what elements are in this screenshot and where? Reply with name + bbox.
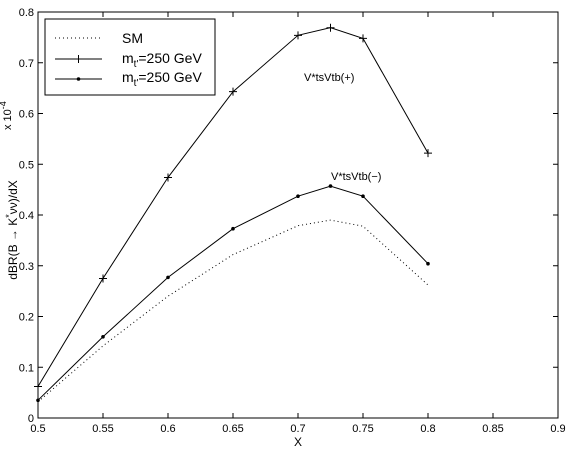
x-tick-label: 0.5 <box>30 423 45 435</box>
data-point-dot <box>231 226 235 231</box>
y-tick-label: 0.2 <box>19 312 34 324</box>
legend-marker-dot <box>76 77 81 81</box>
x-tick-label: 0.65 <box>222 423 243 435</box>
annotation-lower: V*tsVtb(−) <box>331 171 381 183</box>
series-line-2 <box>37 185 429 401</box>
data-point-dot <box>328 184 333 188</box>
legend-marker-plus <box>74 55 83 63</box>
y-tick-label: 0.5 <box>19 159 34 171</box>
svg-text:dBR(B → K*νν)/dX: dBR(B → K*νν)/dX <box>4 180 20 280</box>
data-point-dot <box>361 194 365 199</box>
legend-label-plus: mt'=250 GeV <box>122 50 202 70</box>
x-tick-label: 0.55 <box>92 423 113 435</box>
x-tick-label: 0.9 <box>550 423 565 435</box>
x-tick-label: 0.7 <box>290 423 305 435</box>
y-scale-factor: x 10-4 <box>0 101 14 130</box>
data-point-plus <box>34 382 42 391</box>
series-line-0 <box>37 219 429 403</box>
svg-text:V*tsVtb(+): V*tsVtb(+) <box>304 72 354 84</box>
svg-text:x 10-4: x 10-4 <box>0 101 14 130</box>
data-point-plus <box>359 34 367 43</box>
y-tick-label: 0.4 <box>19 210 34 222</box>
y-tick-label: 0.6 <box>19 109 34 121</box>
axis-ticks: 0.5 0.55 0.6 0.65 0.7 0.75 0.8 0.85 0.9 0 0.1 0.2 0.… <box>19 7 566 435</box>
data-point-dot <box>166 275 170 280</box>
data-point-dot <box>101 335 105 339</box>
y-tick-label: 0 <box>28 413 34 425</box>
data-point-plus <box>229 87 237 96</box>
legend: SM mt'=250 GeV mt'=250 GeV <box>44 18 216 96</box>
x-tick-label: 0.6 <box>160 423 175 435</box>
data-point-plus <box>326 23 335 32</box>
legend-label-sm: SM <box>122 30 143 46</box>
series-layer <box>34 23 432 403</box>
legend-box <box>44 18 216 96</box>
y-tick-label: 0.3 <box>19 261 34 273</box>
annotation-upper: V*tsVtb(+) <box>304 72 354 84</box>
x-tick-label: 0.8 <box>420 423 435 435</box>
svg-text:V*tsVtb(−): V*tsVtb(−) <box>331 171 381 183</box>
data-point-plus <box>294 31 302 40</box>
data-point-plus <box>164 173 172 182</box>
y-axis-label: dBR(B → K*νν)/dX <box>4 180 20 280</box>
y-tick-label: 0.1 <box>19 362 34 374</box>
data-point-dot <box>426 261 430 266</box>
data-point-dot <box>296 194 300 199</box>
y-tick-label: 0.8 <box>19 7 34 19</box>
x-tick-label: 0.85 <box>482 423 503 435</box>
legend-label-dot: mt'=250 GeV <box>122 69 202 89</box>
data-point-plus <box>424 149 432 158</box>
data-point-dot <box>36 398 40 403</box>
series-line-1 <box>37 27 429 387</box>
x-tick-label: 0.75 <box>352 423 373 435</box>
data-point-plus <box>99 274 107 283</box>
x-axis-label: X <box>294 435 302 449</box>
y-tick-label: 0.7 <box>19 58 34 70</box>
